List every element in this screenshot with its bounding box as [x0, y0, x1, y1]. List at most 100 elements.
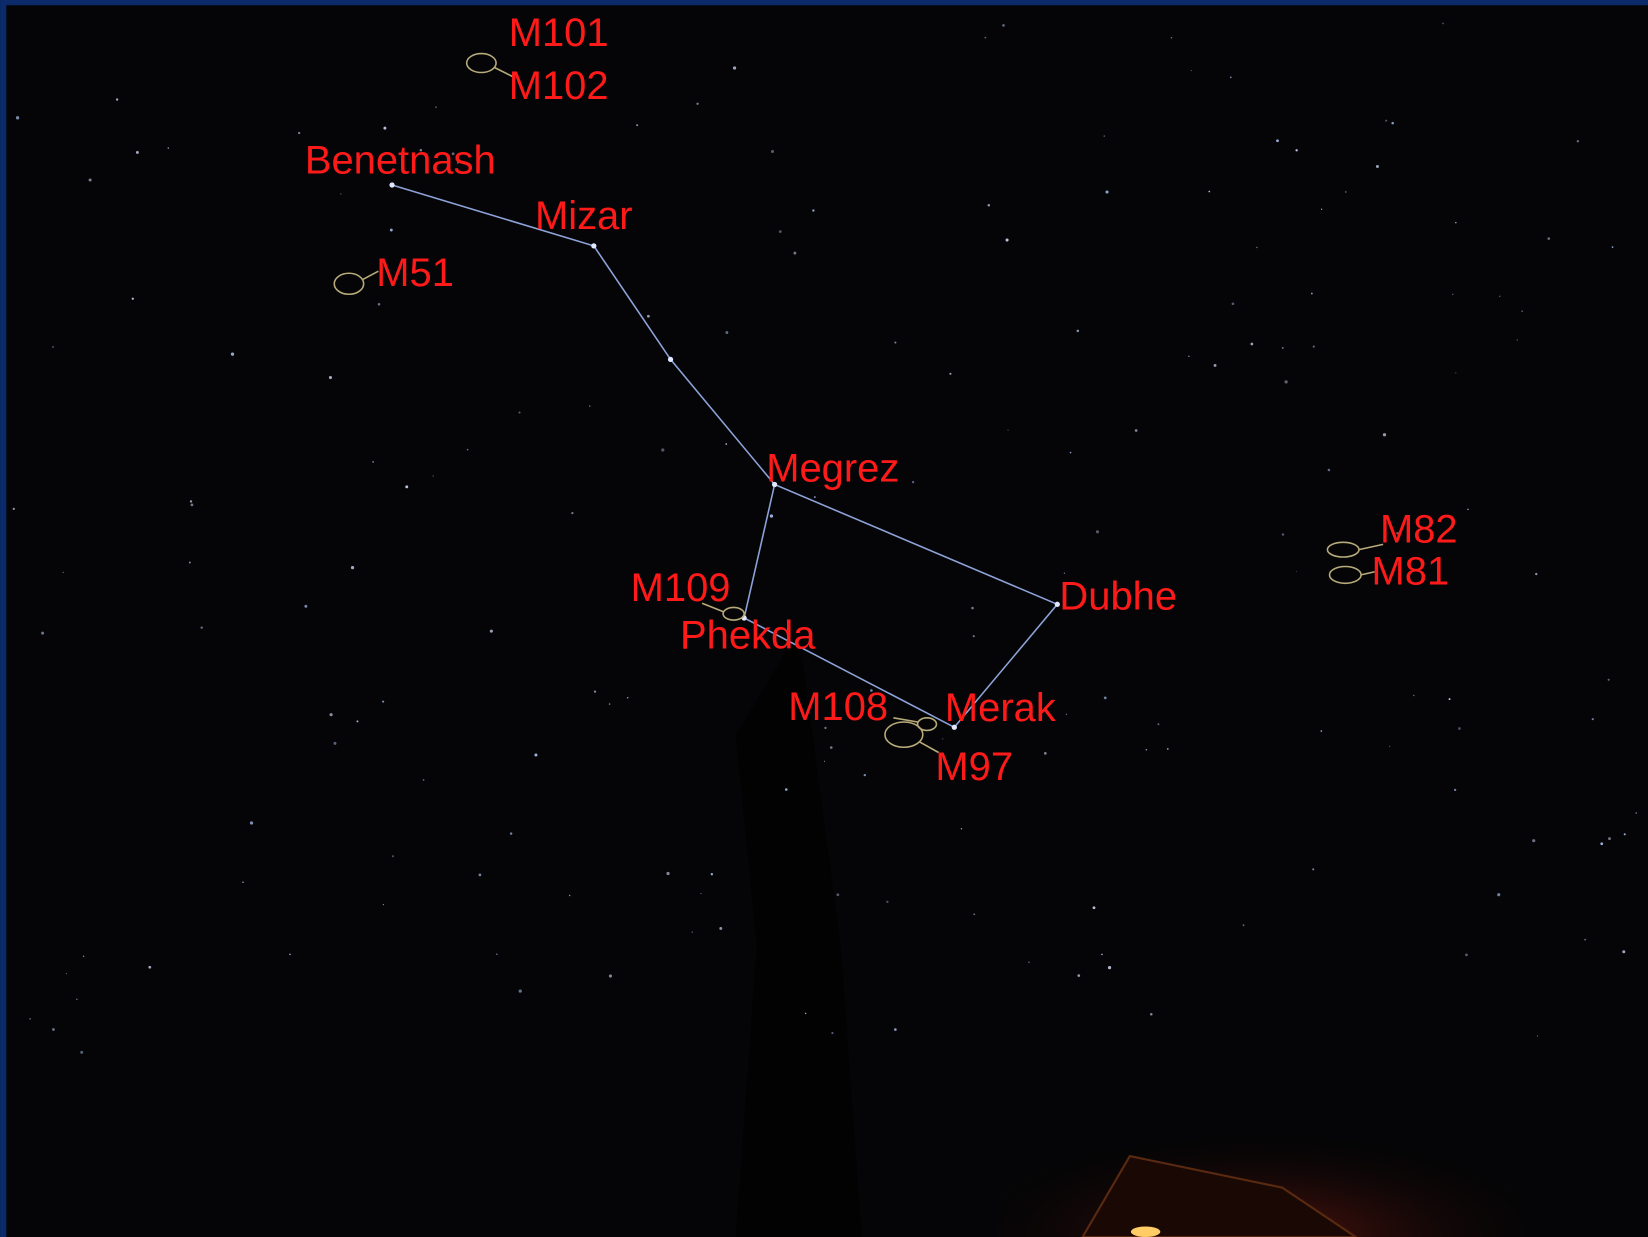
faint-star	[76, 999, 77, 1000]
faint-star	[29, 1018, 30, 1019]
faint-star	[1250, 343, 1253, 346]
faint-star	[1188, 356, 1189, 357]
faint-star	[250, 821, 253, 824]
faint-star	[383, 127, 386, 130]
object-label: M82	[1380, 507, 1458, 551]
object-label: M108	[788, 685, 888, 729]
faint-star	[83, 956, 84, 957]
faint-star	[973, 913, 975, 915]
faint-star	[1157, 723, 1159, 725]
faint-star	[894, 341, 896, 343]
faint-star	[392, 855, 394, 857]
faint-star	[1383, 433, 1386, 436]
faint-star	[1006, 239, 1009, 242]
faint-star	[80, 1051, 83, 1054]
faint-star	[1535, 573, 1537, 575]
faint-star	[666, 872, 669, 875]
faint-star	[1077, 974, 1080, 977]
faint-star	[1150, 1013, 1153, 1016]
faint-star	[351, 566, 354, 569]
faint-star	[1295, 149, 1297, 151]
star-label: Phekda	[680, 613, 816, 657]
star	[389, 182, 394, 187]
faint-star	[1532, 839, 1535, 842]
faint-star	[52, 346, 54, 348]
faint-star	[66, 973, 67, 974]
object-label: M51	[376, 251, 454, 295]
faint-star	[971, 607, 974, 610]
star-label: Dubhe	[1059, 575, 1177, 619]
object-label: M102	[509, 64, 609, 108]
faint-star	[830, 746, 833, 749]
faint-star	[771, 150, 774, 153]
faint-star	[1577, 140, 1579, 142]
faint-star	[304, 605, 307, 608]
faint-star	[1167, 748, 1169, 750]
star-label: Mizar	[535, 194, 633, 238]
faint-star	[725, 443, 727, 445]
faint-star	[1028, 962, 1029, 963]
faint-star	[433, 476, 434, 477]
faint-star	[1230, 77, 1232, 79]
object-label: M109	[631, 566, 731, 610]
faint-star	[334, 742, 337, 745]
annotated-sky-photo: Benetnash Mizar Megrez Phekda Dubhe Mera…	[0, 0, 1648, 1237]
faint-star	[136, 151, 139, 154]
faint-star	[132, 298, 134, 300]
faint-star	[1328, 469, 1331, 472]
faint-star	[372, 461, 374, 463]
faint-star	[894, 1028, 897, 1031]
faint-star	[1537, 1035, 1538, 1036]
faint-star	[770, 514, 773, 517]
faint-star	[1391, 122, 1394, 125]
star	[591, 243, 596, 248]
faint-star	[1497, 893, 1500, 896]
faint-star	[148, 966, 151, 969]
faint-star	[1376, 165, 1379, 168]
faint-star	[1296, 571, 1297, 572]
faint-star	[490, 630, 493, 633]
faint-star	[1007, 430, 1008, 431]
faint-star	[16, 116, 19, 119]
faint-star	[805, 1013, 807, 1015]
faint-star	[1624, 833, 1626, 835]
faint-star	[711, 873, 713, 875]
star-label: Benetnash	[305, 138, 496, 182]
faint-star	[886, 901, 888, 903]
faint-star	[636, 124, 638, 126]
faint-star	[1612, 246, 1614, 248]
faint-star	[390, 229, 393, 232]
faint-star	[1442, 23, 1444, 25]
faint-star	[1208, 191, 1210, 193]
faint-star	[719, 927, 722, 930]
faint-star	[1101, 954, 1103, 956]
faint-star	[837, 893, 840, 896]
faint-star	[383, 904, 384, 905]
faint-star	[382, 701, 384, 703]
faint-star	[627, 697, 628, 698]
faint-star	[329, 713, 332, 716]
faint-star	[1584, 939, 1586, 941]
faint-star	[1449, 698, 1451, 700]
faint-star	[1044, 752, 1047, 755]
faint-star	[190, 500, 192, 502]
faint-star	[1276, 139, 1279, 142]
faint-star	[191, 504, 194, 507]
page: {"stars": ["Benetnash", "Mizar", "Megrez…	[0, 0, 1648, 1237]
faint-star	[1547, 237, 1550, 240]
faint-star	[1389, 746, 1390, 747]
faint-star	[1458, 727, 1461, 730]
faint-star	[340, 193, 341, 194]
star-label: Merak	[945, 686, 1057, 730]
faint-star	[1214, 364, 1217, 367]
faint-star	[1312, 868, 1314, 870]
faint-star	[1146, 749, 1148, 751]
faint-star	[1499, 296, 1500, 297]
faint-star	[785, 788, 788, 791]
faint-star	[1413, 695, 1415, 697]
faint-star	[692, 932, 693, 933]
faint-star	[1454, 789, 1456, 791]
faint-star	[1313, 346, 1315, 348]
faint-star	[116, 98, 118, 100]
faint-star	[594, 691, 596, 693]
